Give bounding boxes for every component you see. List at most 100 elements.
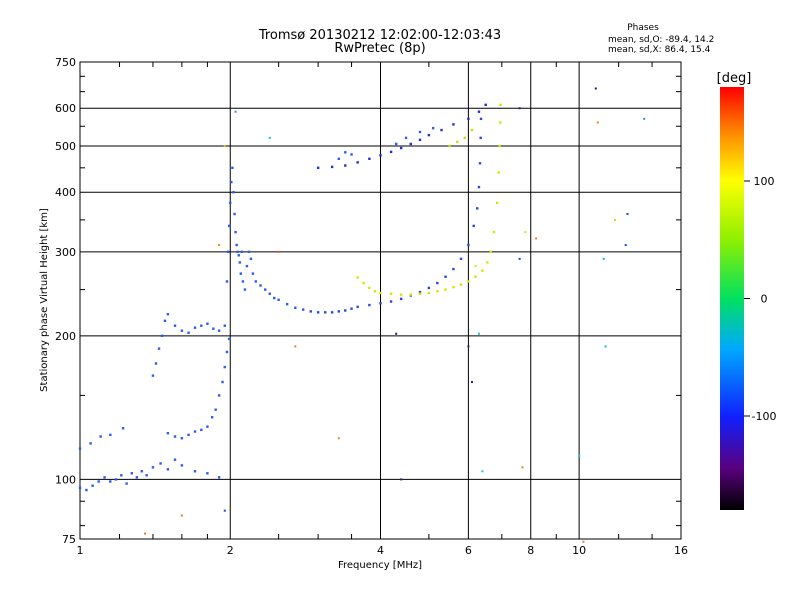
data-point (373, 290, 377, 293)
outlier-point (144, 532, 147, 535)
data-point (444, 288, 447, 291)
data-point (427, 133, 431, 137)
data-point (350, 153, 353, 156)
axis-ticks (80, 62, 681, 539)
colorbar-tick-label: -100 (752, 410, 777, 423)
data-point (309, 310, 312, 313)
data-point (187, 433, 190, 437)
data-point (497, 171, 500, 174)
outlier-point (604, 345, 607, 348)
data-point (180, 464, 184, 467)
data-point (217, 329, 221, 332)
outlier-point (643, 117, 646, 120)
data-point (245, 264, 249, 268)
data-point (344, 164, 347, 167)
chart-title: Tromsø 20130212 12:02:00-12:03:43 (258, 28, 501, 43)
data-point (436, 290, 439, 293)
data-point (151, 374, 155, 377)
data-point (456, 140, 459, 144)
data-point (337, 157, 341, 161)
data-point (399, 293, 403, 296)
data-point (337, 310, 341, 313)
data-point (259, 284, 262, 287)
data-point (418, 138, 422, 142)
data-point (200, 324, 203, 327)
outlier-point (395, 332, 398, 335)
data-point (264, 288, 267, 291)
phases-x-stats: mean, sd,X: 86.4, 15.4 (608, 45, 711, 55)
data-point (230, 180, 233, 184)
outlier-point (477, 332, 480, 335)
data-point (91, 484, 94, 487)
data-point (180, 437, 184, 440)
data-point (217, 476, 221, 479)
outlier-point (470, 381, 473, 384)
outlier-point (524, 231, 527, 234)
data-point (389, 150, 393, 154)
data-point (235, 243, 238, 247)
grid-lines (80, 62, 681, 539)
y-tick-label: 100 (55, 473, 76, 486)
outlier-point (578, 454, 581, 457)
data-point (234, 230, 237, 234)
data-point (492, 230, 496, 234)
data-point (470, 128, 474, 132)
x-axis-label: Frequency [MHz] (338, 560, 422, 571)
data-point (187, 331, 190, 334)
outlier-point (626, 213, 629, 216)
data-point (240, 250, 244, 254)
colorbar-label: [deg] (717, 71, 752, 86)
outlier-point (613, 218, 616, 221)
data-point (247, 250, 251, 254)
data-point (431, 126, 435, 130)
data-point (344, 309, 347, 312)
data-point (498, 144, 501, 148)
data-point (239, 272, 243, 275)
data-point (368, 286, 371, 290)
data-point (193, 470, 197, 473)
data-point (316, 311, 320, 314)
data-point (448, 144, 451, 148)
data-point (379, 154, 382, 157)
data-point (436, 281, 439, 285)
data-point (232, 191, 235, 194)
data-point (229, 201, 232, 205)
data-point (180, 329, 184, 332)
data-point (362, 281, 365, 285)
outlier-point (223, 144, 226, 147)
data-point (379, 302, 382, 305)
data-point (418, 130, 422, 134)
data-point (159, 462, 162, 465)
data-point (120, 474, 123, 477)
data-point (409, 293, 412, 296)
data-point (251, 272, 255, 275)
data-point (109, 480, 112, 483)
data-point (236, 250, 239, 254)
data-point (484, 103, 487, 107)
data-point (241, 280, 245, 283)
data-point (78, 447, 82, 450)
data-point (440, 128, 443, 132)
outlier-point (268, 136, 271, 139)
outlier-point (596, 121, 599, 124)
data-point (206, 322, 209, 325)
data-point (154, 362, 158, 365)
y-tick-labels: 75 100 200 300 400 500 600 750 (55, 56, 76, 546)
data-point (427, 291, 431, 295)
data-point (452, 285, 455, 289)
data-point (356, 161, 359, 164)
y-tick-label: 500 (55, 140, 76, 153)
outlier-point (223, 509, 226, 512)
colorbar-ticks: 100 0 -100 (744, 175, 776, 423)
data-point (273, 296, 276, 300)
data-point (254, 280, 257, 283)
outlier-point (467, 345, 470, 348)
data-point (225, 280, 229, 283)
data-point (103, 476, 106, 479)
y-tick-label: 400 (55, 186, 76, 199)
data-point (356, 276, 359, 279)
data-point (237, 254, 240, 257)
x-tick-label: 1 (77, 544, 84, 557)
data-point (486, 261, 489, 264)
data-point (225, 350, 229, 354)
